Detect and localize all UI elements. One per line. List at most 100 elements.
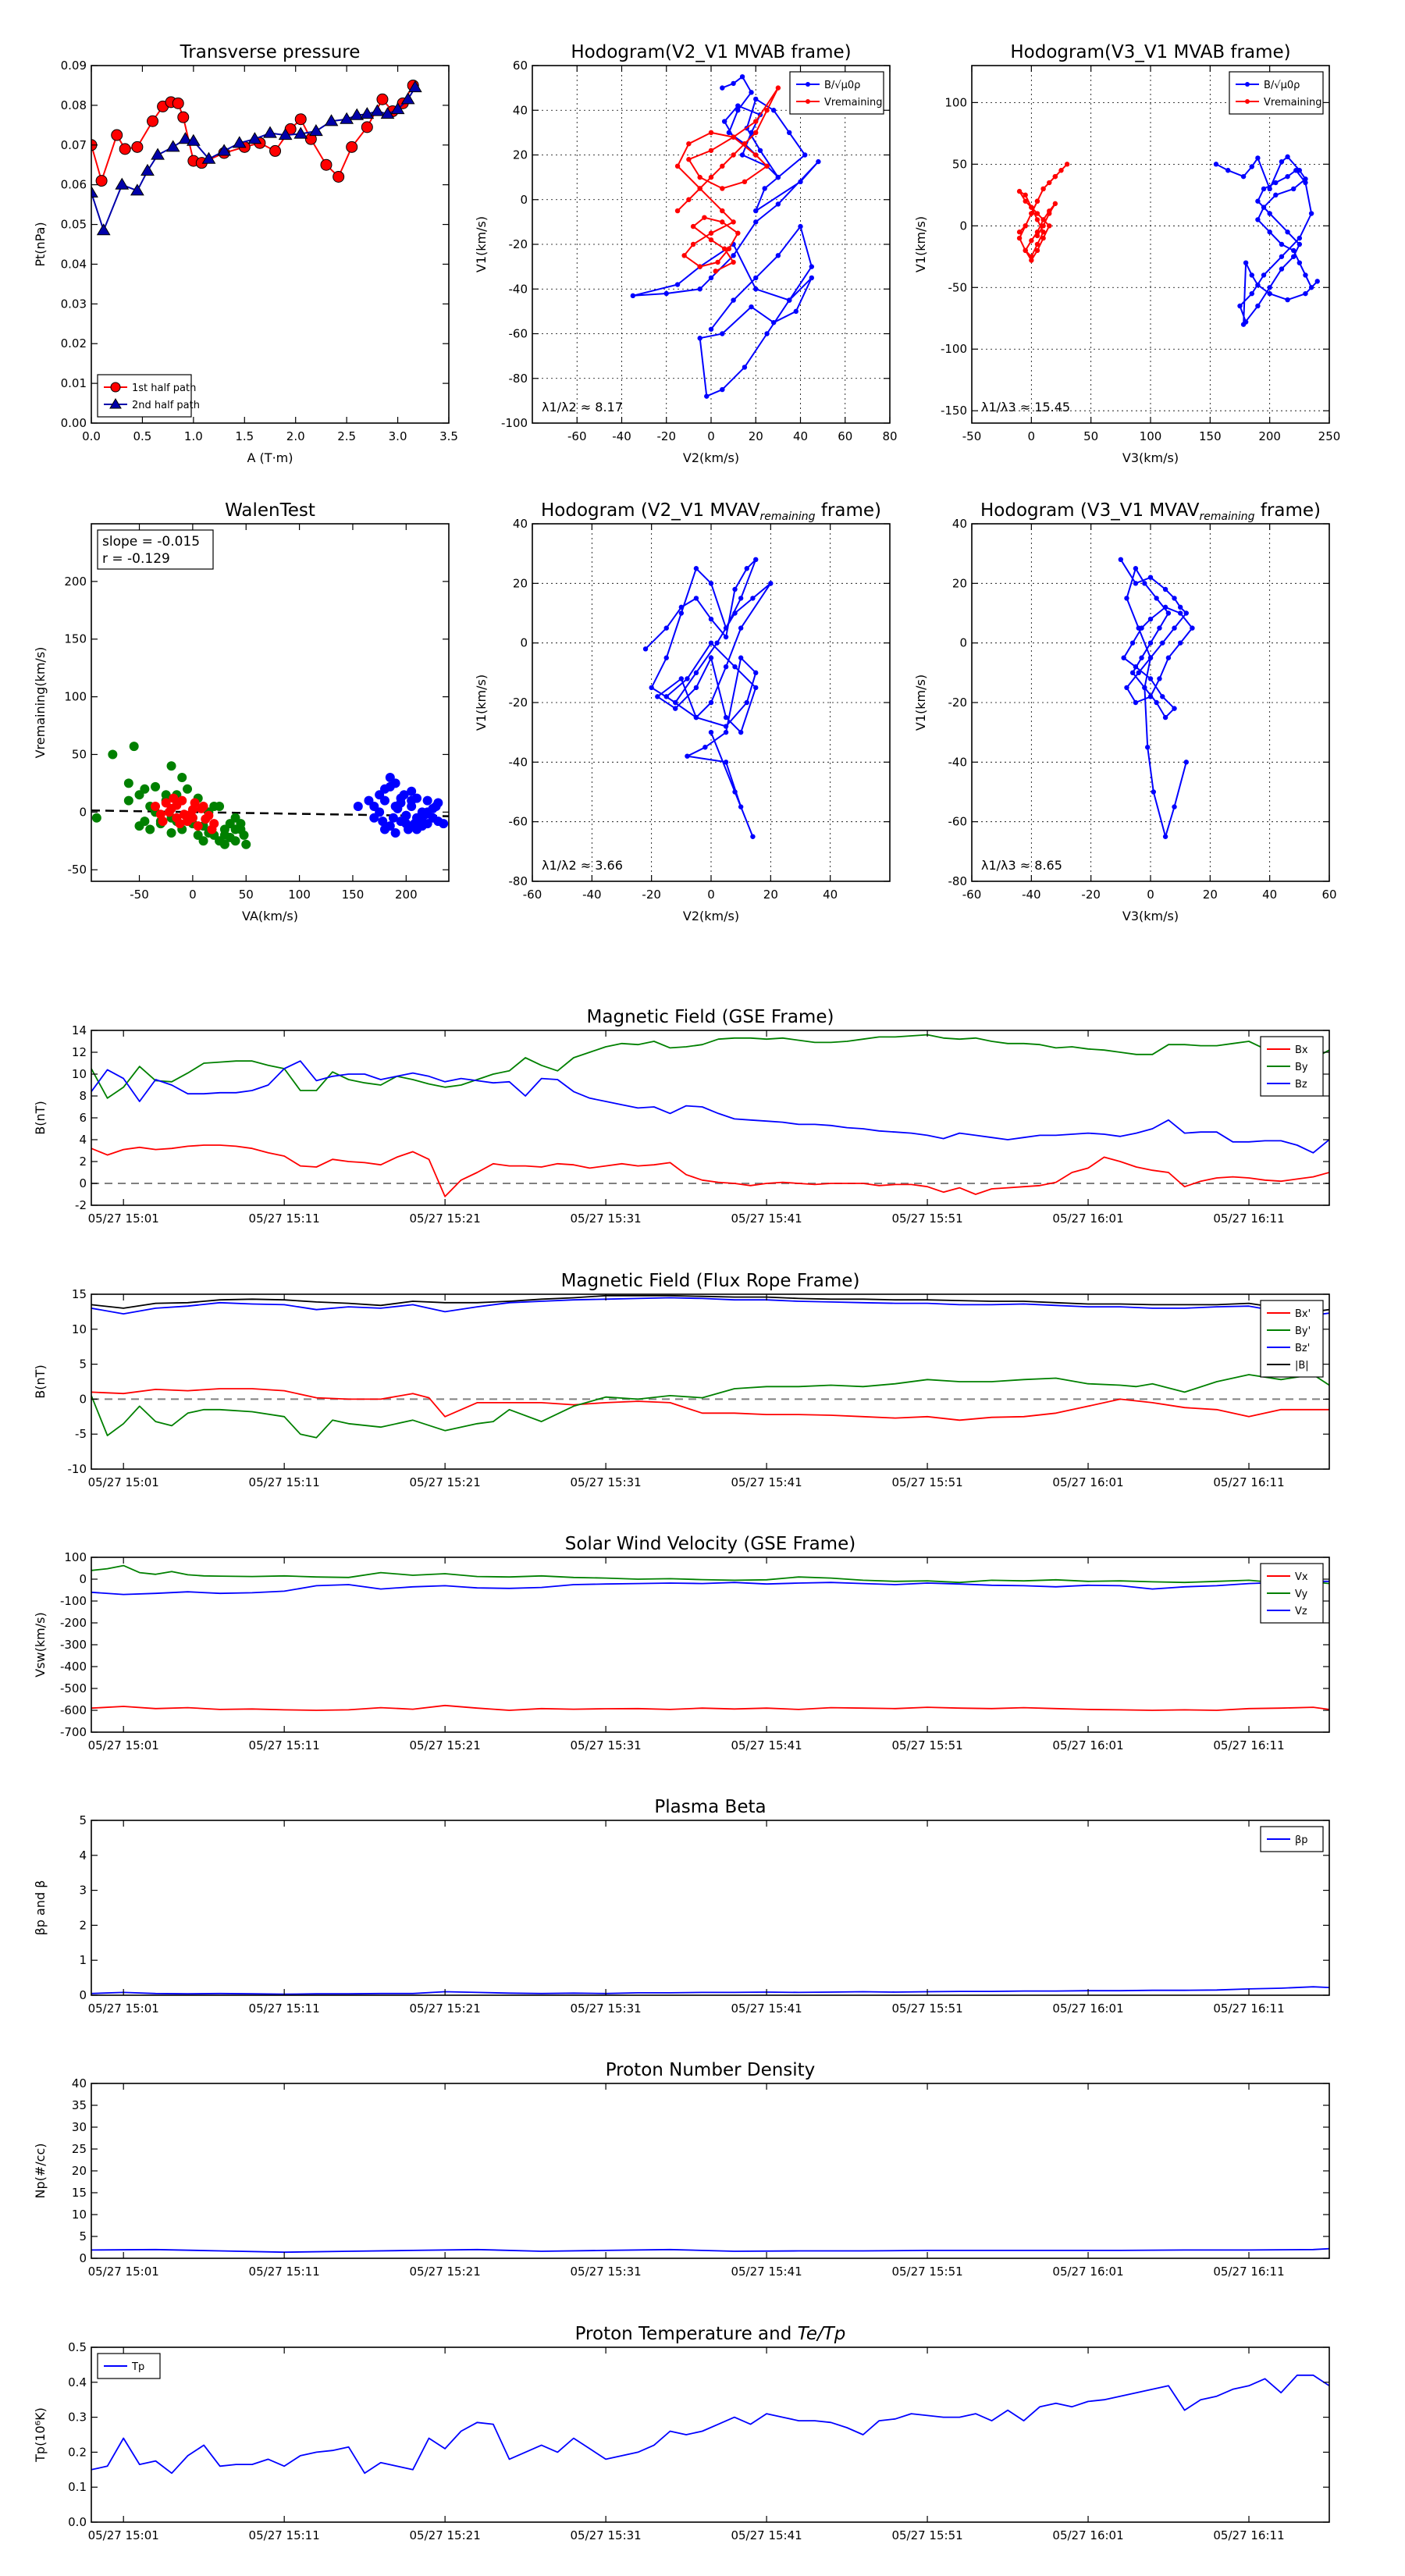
series-0-point xyxy=(663,290,669,297)
x-tick-label: 0 xyxy=(707,888,715,902)
series-0-point xyxy=(762,186,767,191)
series-0-point xyxy=(708,640,714,646)
series-0-point xyxy=(1267,186,1272,192)
legend-label: B/√μ0ρ xyxy=(1264,80,1300,91)
series-1-point xyxy=(775,85,781,91)
series-0-point xyxy=(816,158,821,165)
series-0-point xyxy=(91,813,101,823)
chart-solar-wind-velocity: Solar Wind Velocity (GSE Frame) 05/27 15:… xyxy=(33,1534,1330,1752)
legend-label: βp xyxy=(1295,1834,1308,1846)
y-tick-label: 15 xyxy=(72,2186,87,2200)
series-0-point xyxy=(166,761,176,771)
series-0-point xyxy=(1129,640,1136,646)
series-1-point xyxy=(151,148,165,160)
series-0-line xyxy=(91,1704,1329,1711)
plot-frame xyxy=(91,65,450,424)
series-1-point xyxy=(753,119,759,124)
x-tick-label: -20 xyxy=(657,429,677,443)
x-tick-label: 05/27 15:21 xyxy=(410,1475,481,1489)
y-tick-label: -80 xyxy=(509,372,528,386)
x-axis-label: V2(km/s) xyxy=(683,909,739,923)
series-0-point xyxy=(1303,180,1308,186)
x-tick-label: 05/27 15:11 xyxy=(249,1738,320,1752)
series-0-point xyxy=(753,670,759,676)
series-0-point xyxy=(1255,282,1261,288)
y-tick-label: -100 xyxy=(941,342,967,356)
series-0-point xyxy=(230,824,240,834)
series-0-point xyxy=(1183,610,1190,616)
annotation-box xyxy=(97,529,214,570)
series-1-point xyxy=(674,163,681,169)
series-0-line xyxy=(91,1986,1329,1995)
x-tick-label: 2.0 xyxy=(286,429,305,443)
series-0-point xyxy=(738,729,744,735)
chart-data-layer xyxy=(91,1986,1329,1995)
y-axis-label: B(nT) xyxy=(33,1101,48,1134)
y-tick-label: 0.3 xyxy=(68,2411,87,2425)
series-0-point xyxy=(346,141,358,153)
y-axis-label: Pt(nPa) xyxy=(33,222,48,266)
x-tick-label: 05/27 16:11 xyxy=(1213,1738,1284,1752)
chart-annotation: λ1/λ2 ≈ 8.17 xyxy=(542,400,623,415)
series-2-point xyxy=(379,795,389,806)
chart-data-layer xyxy=(1016,154,1320,327)
chart-data-layer xyxy=(1118,557,1195,839)
x-tick-label: 0.0 xyxy=(82,429,101,443)
x-tick-label: 05/27 15:21 xyxy=(410,2528,481,2542)
x-tick-label: 05/27 15:11 xyxy=(249,1212,320,1226)
series-0-point xyxy=(708,275,714,281)
series-1-point xyxy=(1034,247,1040,254)
y-tick-label: 0 xyxy=(520,636,528,650)
y-tick-label: 20 xyxy=(513,576,528,590)
series-0-point xyxy=(269,144,282,157)
x-tick-label: 50 xyxy=(239,888,254,902)
series-0-point xyxy=(708,655,714,660)
series-1-point xyxy=(1016,188,1023,194)
series-0-point xyxy=(1157,676,1162,681)
legend: Tp xyxy=(97,2353,161,2379)
y-tick-label: 0.01 xyxy=(61,376,87,390)
series-0-point xyxy=(739,74,745,80)
series-1-point xyxy=(190,798,200,808)
series-0-point xyxy=(119,143,131,155)
y-tick-label: 30 xyxy=(72,2120,87,2134)
chart-title: Proton Number Density xyxy=(606,2060,816,2080)
series-1-point xyxy=(720,219,725,225)
series-1-point xyxy=(764,108,770,113)
x-tick-label: 05/27 15:01 xyxy=(88,2265,159,2279)
series-1-point xyxy=(1052,201,1058,207)
chart-title-text: Plasma Beta xyxy=(654,1797,766,1817)
chart-title-text: Hodogram (V3_V1 MVAV xyxy=(980,500,1200,521)
y-tick-label: 100 xyxy=(64,1550,87,1564)
x-tick-label: 1.0 xyxy=(184,429,203,443)
series-1-point xyxy=(324,114,339,126)
series-0-point xyxy=(1314,279,1320,284)
series-0-point xyxy=(193,830,203,840)
x-tick-label: -50 xyxy=(130,888,149,902)
series-1-point xyxy=(720,208,725,214)
series-1-point xyxy=(1023,247,1028,254)
series-0-point xyxy=(1124,685,1129,691)
legend-label: Tp xyxy=(131,2361,144,2373)
series-1-point xyxy=(247,132,262,144)
series-0-point xyxy=(177,773,187,783)
y-tick-label: 20 xyxy=(513,148,528,162)
series-2-point xyxy=(431,801,441,811)
x-tick-label: 05/27 15:31 xyxy=(570,2001,641,2016)
chart-title-text: Hodogram (V2_V1 MVAV xyxy=(541,500,760,521)
legend-swatch-marker xyxy=(1245,99,1250,104)
series-0-point xyxy=(753,557,759,562)
y-tick-label: -40 xyxy=(509,755,528,769)
y-axis-label: βp and β xyxy=(33,1880,48,1936)
chart-title: Transverse pressure xyxy=(180,42,361,62)
series-0-point xyxy=(1297,168,1303,173)
series-0-point xyxy=(131,141,144,153)
series-0-point xyxy=(129,742,139,752)
series-0-line xyxy=(91,2247,1329,2254)
x-tick-label: 05/27 16:01 xyxy=(1052,2001,1123,2016)
series-0-point xyxy=(294,113,307,126)
chart-title-text: WalenTest xyxy=(225,500,315,521)
y-tick-label: 5 xyxy=(79,2229,87,2243)
y-tick-label: 10 xyxy=(72,1067,87,1081)
chart-title: Hodogram (V2_V1 MVAVremaining frame) xyxy=(541,500,881,523)
